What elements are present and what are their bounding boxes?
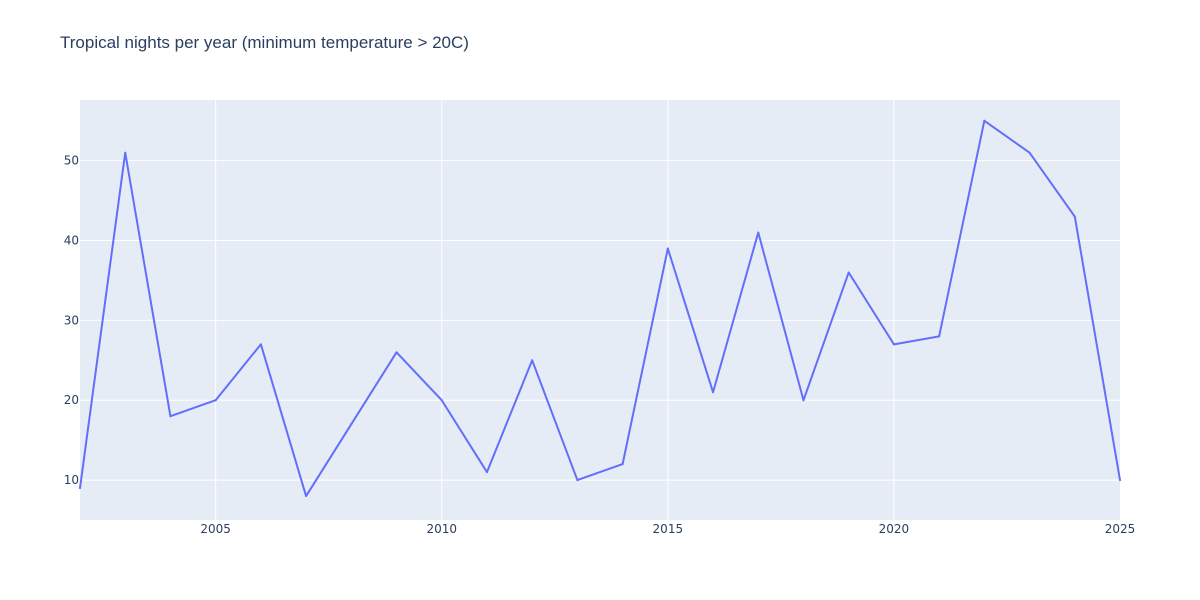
data-point	[1119, 479, 1121, 482]
y-tick-label: 30	[64, 313, 79, 327]
data-point	[79, 487, 81, 490]
y-tick-label: 20	[64, 393, 79, 407]
data-point	[214, 399, 217, 402]
data-point	[485, 471, 488, 474]
plot-background	[80, 100, 1120, 520]
data-point	[440, 399, 443, 402]
x-axis-ticks: 2005 2010 2015 2020 2025	[200, 522, 1135, 536]
data-point	[712, 391, 715, 394]
data-point	[305, 495, 308, 498]
series-line	[79, 119, 1121, 498]
data-point	[847, 271, 850, 274]
y-axis-ticks: 10 20 30 40 50	[64, 154, 79, 487]
data-point	[938, 335, 941, 338]
data-point	[757, 231, 760, 234]
gridlines	[80, 100, 1120, 520]
x-tick-label: 2005	[200, 522, 231, 536]
data-point	[1028, 151, 1031, 154]
x-tick-label: 2010	[426, 522, 457, 536]
data-point	[576, 479, 579, 482]
data-point	[531, 359, 534, 362]
series-layer	[79, 119, 1121, 498]
data-point	[350, 423, 353, 426]
x-tick-label: 2015	[653, 522, 684, 536]
data-point	[259, 343, 262, 346]
data-point	[621, 463, 624, 466]
data-point	[1073, 215, 1076, 218]
data-point	[802, 399, 805, 402]
y-tick-label: 50	[64, 154, 79, 168]
data-point	[169, 415, 172, 418]
chart-title: Tropical nights per year (minimum temper…	[60, 33, 469, 52]
x-tick-label: 2020	[879, 522, 910, 536]
x-tick-label: 2025	[1105, 522, 1136, 536]
y-tick-label: 40	[64, 234, 79, 248]
data-point	[666, 247, 669, 250]
data-point	[395, 351, 398, 354]
data-point	[892, 343, 895, 346]
data-point	[983, 119, 986, 122]
y-tick-label: 10	[64, 473, 79, 487]
data-point	[124, 151, 127, 154]
